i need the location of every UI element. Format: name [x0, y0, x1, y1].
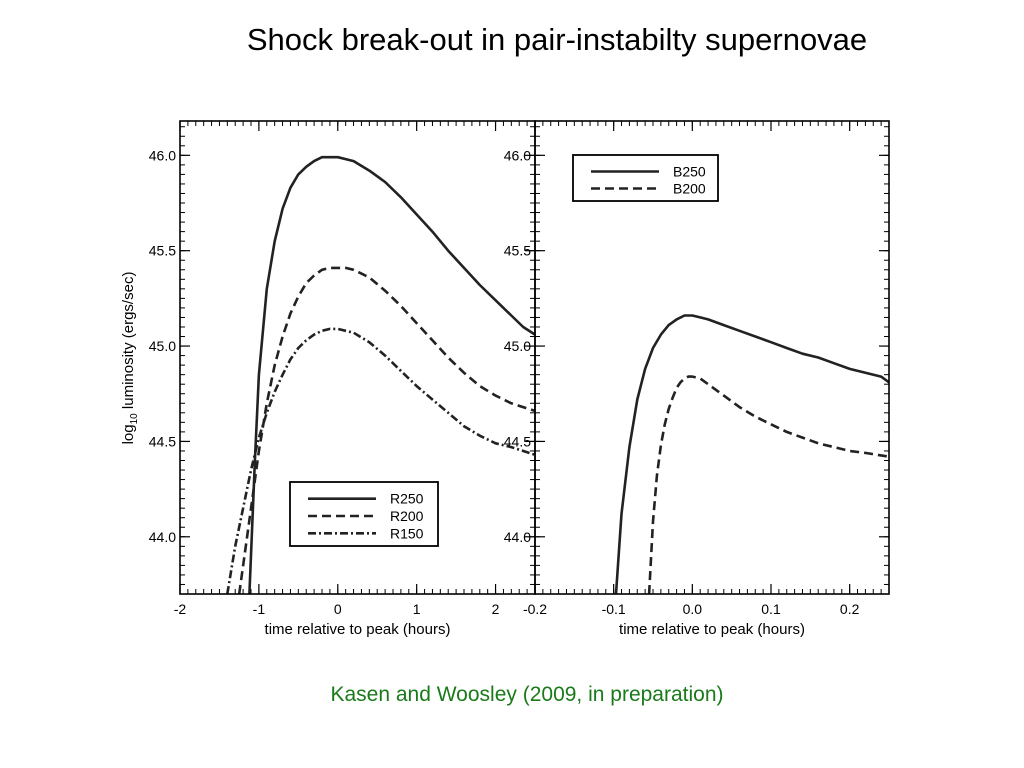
series-line-r200: [237, 266, 535, 594]
x-tick-label: 1: [413, 601, 421, 617]
x-tick-label: -0.2: [523, 601, 547, 617]
y-tick-label: 44.5: [504, 433, 531, 449]
x-tick-label: -1: [253, 601, 266, 617]
x-tick-label: 0: [334, 601, 342, 617]
plot-frame: [534, 120, 890, 595]
y-tick-label: 44.0: [504, 529, 531, 545]
x-tick-label: -0.1: [602, 601, 626, 617]
y-axis-label: log10 luminosity (ergs/sec): [120, 272, 140, 445]
legend-label-b250: B250: [673, 164, 706, 180]
y-axis-label-post: luminosity (ergs/sec): [120, 272, 137, 414]
x-tick-label: 0.2: [840, 601, 860, 617]
x-axis-label: time relative to peak (hours): [619, 621, 805, 638]
series-line-r150: [226, 327, 535, 594]
series-line-b200: [647, 375, 889, 594]
panel-left: -2 -1 0 1 2 44.0 44.5 45.0 45.5 46.0 time relative…: [149, 120, 536, 638]
legend-label-r200: R200: [390, 508, 424, 524]
y-tick-label: 44.5: [149, 433, 176, 449]
y-tick-label: 45.5: [504, 243, 531, 259]
series-line-b250: [614, 314, 889, 594]
legend-box: [289, 481, 439, 547]
legend-label-r250: R250: [390, 491, 424, 507]
x-tick-label: 0.0: [683, 601, 703, 617]
y-tick-label: 46.0: [149, 147, 176, 163]
x-tick-label: -2: [174, 601, 187, 617]
x-tick-label: 0.1: [761, 601, 781, 617]
slide-title: Shock break-out in pair-instabilty super…: [246, 22, 868, 57]
y-tick-label: 45.5: [149, 243, 176, 259]
legend-box: [572, 154, 719, 202]
credit-text: Kasen and Woosley (2009, in preparation): [330, 683, 724, 706]
legend-label-r150: R150: [390, 525, 424, 541]
y-tick-label: 44.0: [149, 529, 176, 545]
x-tick-label: 2: [492, 601, 500, 617]
y-tick-label: 45.0: [149, 338, 176, 354]
y-tick-label: 46.0: [504, 147, 531, 163]
series-line-r250: [248, 155, 535, 594]
y-axis-label-pre: log: [120, 424, 137, 444]
panel-right: -0.2 -0.1 0.0 0.1 0.2 44.0 44.5 45.0 45.5 46.0 tim…: [504, 120, 890, 638]
legend-label-b200: B200: [673, 181, 706, 197]
y-axis-label-sub: 10: [129, 413, 140, 425]
x-axis-label: time relative to peak (hours): [265, 621, 451, 638]
y-tick-label: 45.0: [504, 338, 531, 354]
